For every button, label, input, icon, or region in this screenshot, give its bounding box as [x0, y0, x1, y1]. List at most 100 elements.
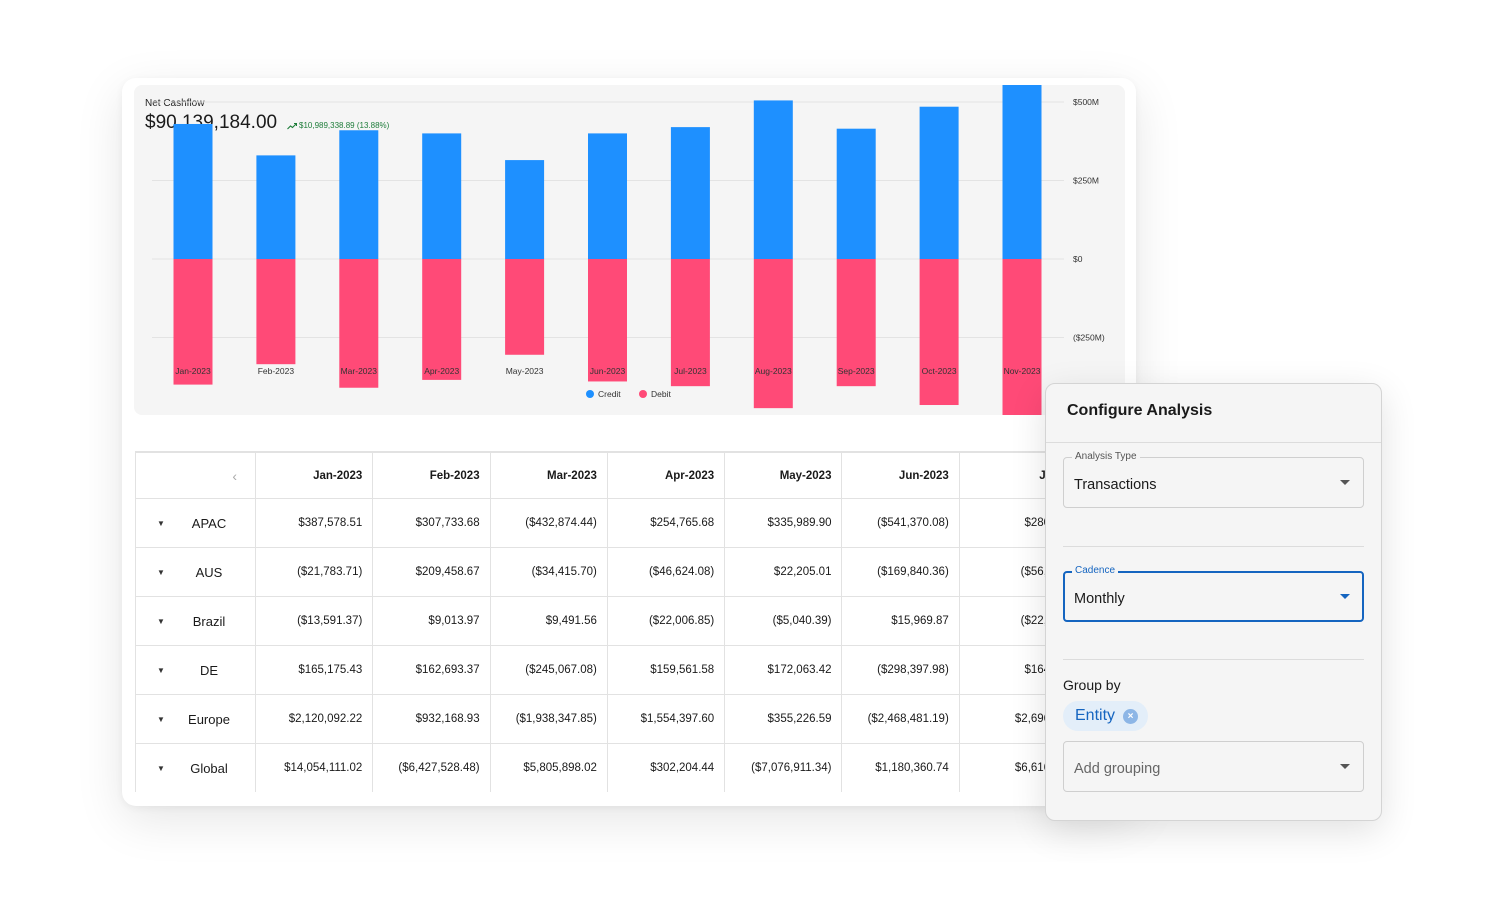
- row-group-header[interactable]: ▼ Global: [135, 743, 256, 792]
- debit-legend-label[interactable]: Debit: [651, 389, 671, 399]
- analysis-type-value: Transactions: [1074, 477, 1157, 493]
- debit-bar[interactable]: [339, 259, 379, 388]
- column-header[interactable]: Jan-2023: [254, 452, 374, 499]
- table-row: ▼ Brazil ($13,591.37) $9,013.97 $9,491.56 ($2…: [135, 596, 1078, 646]
- debit-bar[interactable]: [753, 259, 793, 409]
- table-cell: $302,204.44: [606, 743, 726, 792]
- table-row: ▼ Global $14,054,111.02 ($6,427,528.48) $5,8…: [135, 743, 1078, 792]
- credit-bar[interactable]: [505, 160, 545, 259]
- table-cell: ($432,874.44): [489, 498, 608, 548]
- cadence-select[interactable]: Cadence Monthly: [1063, 565, 1364, 622]
- column-header[interactable]: Apr-2023: [606, 452, 726, 499]
- credit-bar[interactable]: [1002, 85, 1042, 259]
- table-cell: ($541,370.08): [841, 498, 960, 548]
- debit-bar[interactable]: [422, 259, 462, 380]
- debit-bar[interactable]: [588, 259, 627, 382]
- group-by-label: Group by: [1063, 677, 1121, 693]
- table-row: ▼ DE $165,175.43 $162,693.37 ($245,067.08) $1…: [135, 645, 1078, 695]
- table-cell: $307,733.68: [372, 498, 491, 548]
- credit-bar[interactable]: [919, 106, 959, 260]
- credit-bar[interactable]: [670, 127, 710, 259]
- debit-bar[interactable]: [919, 259, 959, 406]
- credit-bar[interactable]: [588, 133, 627, 259]
- row-group-header[interactable]: ▼ AUS: [135, 547, 256, 597]
- table-cell: ($245,067.08): [489, 645, 608, 695]
- table-cell: ($2,468,481.19): [841, 694, 960, 744]
- expand-caret-icon[interactable]: ▼: [157, 714, 165, 724]
- trend-up-icon: [287, 122, 297, 129]
- x-tick-label: Feb-2023: [258, 366, 295, 376]
- table-cell: $387,578.51: [254, 498, 374, 548]
- y-tick-label: $500M: [1073, 97, 1099, 107]
- column-header[interactable]: Feb-2023: [372, 452, 491, 499]
- credit-bar[interactable]: [173, 123, 213, 259]
- debit-bar[interactable]: [670, 259, 710, 387]
- credit-bar[interactable]: [256, 155, 296, 259]
- column-header[interactable]: May-2023: [724, 452, 843, 499]
- main-card: Net Cashflow $90,139,184.00 $10,989,338.…: [122, 78, 1136, 806]
- debit-bar[interactable]: [505, 259, 545, 355]
- net-cashflow-delta: $10,989,338.89 (13.88%): [287, 121, 389, 130]
- credit-bar[interactable]: [753, 100, 793, 260]
- table-row: ▼ APAC $387,578.51 $307,733.68 ($432,874.44)…: [135, 498, 1078, 548]
- debit-bar[interactable]: [256, 259, 296, 365]
- row-group-header[interactable]: ▼ Brazil: [135, 596, 256, 646]
- table-cell: ($5,040.39): [724, 596, 843, 646]
- chip-label: Entity: [1075, 707, 1116, 724]
- chevron-left-icon: ‹: [232, 467, 237, 484]
- remove-chip-icon[interactable]: ×: [1123, 708, 1139, 724]
- expand-caret-icon[interactable]: ▼: [157, 518, 165, 528]
- row-group-header[interactable]: ▼ DE: [135, 645, 256, 695]
- table-cell: $1,554,397.60: [606, 694, 726, 744]
- row-label: Global: [190, 760, 228, 776]
- y-tick-label: ($250M): [1073, 333, 1105, 343]
- row-label: APAC: [191, 515, 227, 531]
- row-group-header[interactable]: ▼ Europe: [135, 694, 256, 744]
- table-cell: $209,458.67: [372, 547, 491, 597]
- expand-caret-icon[interactable]: ▼: [157, 665, 165, 675]
- cashflow-table-container[interactable]: ‹ Jan-2023 Feb-2023 Mar-2023 Apr-2023 May-20…: [135, 451, 1136, 792]
- dropdown-arrow-icon: [1340, 594, 1350, 599]
- x-tick-label: Nov-2023: [1004, 366, 1041, 376]
- table-cell: ($46,624.08): [606, 547, 726, 597]
- row-label: Europe: [188, 711, 230, 727]
- row-label: Brazil: [192, 613, 226, 629]
- table-cell: ($298,397.98): [841, 645, 960, 695]
- credit-bar[interactable]: [422, 133, 462, 259]
- column-header[interactable]: Mar-2023: [489, 452, 608, 499]
- credit-legend-label[interactable]: Credit: [598, 389, 621, 399]
- cadence-label: Cadence: [1072, 565, 1119, 576]
- cashflow-table: ‹ Jan-2023 Feb-2023 Mar-2023 Apr-2023 May-20…: [135, 452, 1078, 792]
- expand-caret-icon[interactable]: ▼: [157, 763, 165, 773]
- analysis-type-label: Analysis Type: [1072, 451, 1140, 462]
- table-cell: $159,561.58: [606, 645, 726, 695]
- x-tick-label: Sep-2023: [838, 366, 875, 376]
- credit-bar[interactable]: [836, 128, 876, 259]
- x-tick-label: Apr-2023: [424, 366, 459, 376]
- column-header[interactable]: Jun-2023: [841, 452, 960, 499]
- table-cell: ($169,840.36): [841, 547, 960, 597]
- row-group-header[interactable]: ▼ APAC: [135, 498, 256, 548]
- scroll-left-button[interactable]: ‹: [135, 452, 256, 499]
- entity-group-chip[interactable]: Entity ×: [1063, 701, 1149, 731]
- table-cell: $1,180,360.74: [841, 743, 960, 792]
- debit-bar[interactable]: [836, 259, 876, 387]
- expand-caret-icon[interactable]: ▼: [157, 616, 165, 626]
- dropdown-arrow-icon: [1340, 480, 1350, 485]
- table-cell: $22,205.01: [724, 547, 843, 597]
- table-cell: ($6,427,528.48): [372, 743, 491, 792]
- analysis-type-select[interactable]: Analysis Type Transactions: [1063, 451, 1364, 508]
- debit-bar[interactable]: [1002, 259, 1042, 415]
- table-cell: $172,063.42: [724, 645, 843, 695]
- credit-legend-marker[interactable]: [586, 390, 594, 398]
- divider: [1063, 546, 1364, 547]
- table-cell: $932,168.93: [372, 694, 491, 744]
- debit-legend-marker[interactable]: [639, 390, 647, 398]
- debit-bar[interactable]: [173, 259, 213, 385]
- credit-bar[interactable]: [339, 130, 379, 259]
- x-tick-label: Jul-2023: [674, 366, 707, 376]
- delta-text: $10,989,338.89 (13.88%): [299, 121, 390, 130]
- expand-caret-icon[interactable]: ▼: [157, 567, 165, 577]
- add-grouping-select[interactable]: Add grouping: [1063, 741, 1364, 792]
- x-tick-label: Jan-2023: [175, 366, 211, 376]
